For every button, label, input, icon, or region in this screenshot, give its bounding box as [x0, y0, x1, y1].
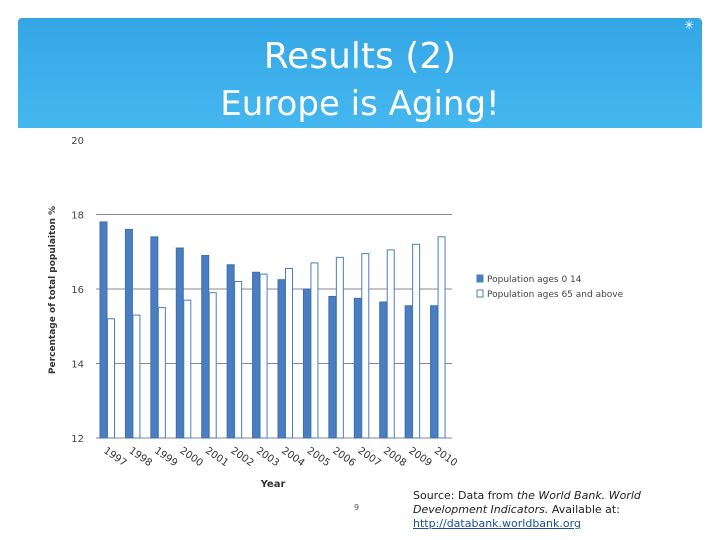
source-note: Source: Data from the World Bank. World …: [413, 489, 703, 531]
legend-swatch: [476, 289, 484, 298]
bar-ages-0-14: [175, 247, 184, 439]
x-tick-label: 2002: [228, 445, 255, 469]
source-available: Available at:: [548, 503, 620, 516]
x-tick-label: 2009: [406, 445, 433, 469]
bar-ages-65-above: [234, 281, 243, 439]
y-tick-label: 20: [71, 136, 84, 147]
bar-ages-0-14: [302, 288, 311, 439]
y-tick-label: 14: [71, 360, 84, 371]
bar-ages-0-14: [277, 279, 286, 439]
bar-ages-0-14: [328, 295, 337, 439]
bar-ages-0-14: [226, 264, 235, 439]
legend-label: Population ages 65 and above: [487, 290, 624, 300]
bar-ages-0-14: [150, 236, 159, 439]
x-tick-label: 2003: [254, 445, 281, 469]
bar-ages-65-above: [183, 299, 192, 439]
x-tick-label: 2001: [203, 445, 230, 469]
bar-ages-65-above: [259, 273, 268, 439]
x-tick-label: 2000: [178, 445, 205, 469]
bar-ages-0-14: [124, 228, 133, 439]
bar-ages-0-14: [379, 301, 388, 439]
bar-ages-65-above: [208, 292, 217, 439]
sparkle-icon: ✳: [683, 18, 694, 32]
y-axis-label: Percentage of total populaiton %: [48, 206, 58, 374]
title-band: ✳ Results (2) Europe is Aging!: [18, 18, 702, 128]
x-tick-label: 1998: [127, 445, 154, 469]
source-title: World Development Indicators.: [413, 489, 641, 516]
slide-title: Results (2): [263, 36, 457, 77]
bar-ages-0-14: [404, 305, 413, 439]
bar-ages-0-14: [99, 221, 108, 439]
bar-ages-65-above: [310, 262, 319, 439]
bar-ages-65-above: [132, 314, 141, 439]
bar-ages-65-above: [437, 236, 446, 439]
source-link[interactable]: http://databank.worldbank.org: [413, 517, 581, 530]
x-tick-label: 2010: [432, 445, 459, 469]
y-tick-label: 12: [71, 434, 84, 445]
bar-ages-65-above: [157, 307, 166, 439]
bar-ages-65-above: [285, 268, 293, 439]
x-tick-label: 2006: [330, 445, 357, 469]
bar-ages-65-above: [412, 243, 421, 439]
x-tick-label: 2004: [279, 445, 306, 469]
bar-ages-0-14: [430, 305, 439, 439]
x-tick-label: 1999: [152, 445, 179, 469]
bar-ages-65-above: [386, 249, 395, 439]
page-number: 9: [354, 503, 360, 512]
bar-ages-65-above: [107, 318, 115, 439]
legend-swatch: [476, 274, 484, 283]
bar-ages-0-14: [201, 254, 210, 439]
bar-ages-0-14: [252, 271, 261, 439]
x-tick-label: 2008: [381, 445, 408, 469]
x-axis-label: Year: [260, 479, 286, 490]
x-tick-label: 1997: [101, 445, 128, 469]
y-tick-label: 16: [71, 285, 84, 296]
legend-label: Population ages 0 14: [487, 275, 582, 285]
source-prefix: Source: Data from: [413, 489, 517, 502]
slide-subtitle: Europe is Aging!: [220, 84, 500, 124]
bar-ages-65-above: [361, 253, 370, 439]
x-tick-label: 2007: [356, 445, 383, 469]
y-tick-label: 18: [71, 211, 84, 222]
source-org: the World Bank.: [516, 489, 606, 502]
bar-ages-65-above: [335, 256, 344, 439]
bar-ages-0-14: [353, 297, 362, 439]
x-tick-label: 2005: [305, 445, 332, 469]
